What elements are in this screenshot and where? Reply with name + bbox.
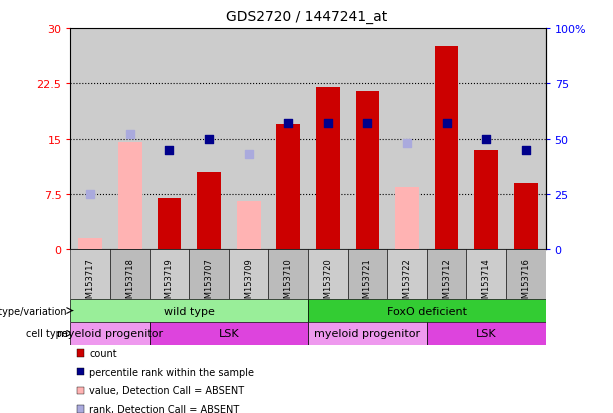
FancyBboxPatch shape bbox=[189, 250, 229, 299]
Bar bbox=[237, 202, 261, 250]
Point bbox=[362, 121, 372, 127]
Text: myeloid progenitor: myeloid progenitor bbox=[314, 328, 421, 339]
FancyBboxPatch shape bbox=[150, 322, 308, 345]
Bar bbox=[276, 125, 300, 250]
Text: LSK: LSK bbox=[219, 328, 239, 339]
Text: percentile rank within the sample: percentile rank within the sample bbox=[89, 367, 254, 377]
Text: count: count bbox=[89, 348, 117, 358]
Point bbox=[204, 136, 214, 143]
Text: GSM153717: GSM153717 bbox=[86, 257, 95, 308]
Text: GSM153720: GSM153720 bbox=[323, 257, 332, 308]
Point bbox=[164, 147, 174, 154]
FancyBboxPatch shape bbox=[387, 250, 427, 299]
FancyBboxPatch shape bbox=[308, 322, 427, 345]
Text: GSM153707: GSM153707 bbox=[205, 257, 213, 308]
Point bbox=[481, 136, 491, 143]
FancyBboxPatch shape bbox=[268, 250, 308, 299]
FancyBboxPatch shape bbox=[70, 250, 110, 299]
Point bbox=[85, 191, 95, 198]
FancyBboxPatch shape bbox=[70, 299, 308, 322]
Bar bbox=[316, 88, 340, 250]
FancyBboxPatch shape bbox=[348, 250, 387, 299]
FancyBboxPatch shape bbox=[308, 299, 546, 322]
Bar bbox=[197, 173, 221, 250]
Bar bbox=[474, 150, 498, 250]
FancyBboxPatch shape bbox=[308, 250, 348, 299]
Text: GDS2720 / 1447241_at: GDS2720 / 1447241_at bbox=[226, 10, 387, 24]
Text: rank, Detection Call = ABSENT: rank, Detection Call = ABSENT bbox=[89, 404, 240, 413]
Text: GSM153716: GSM153716 bbox=[521, 257, 530, 308]
Text: value, Detection Call = ABSENT: value, Detection Call = ABSENT bbox=[89, 385, 245, 395]
Text: GSM153714: GSM153714 bbox=[482, 257, 490, 308]
Text: GSM153710: GSM153710 bbox=[284, 257, 293, 308]
Point bbox=[125, 132, 135, 138]
Point bbox=[244, 152, 254, 158]
Text: wild type: wild type bbox=[164, 306, 215, 316]
Point bbox=[283, 121, 293, 127]
Text: LSK: LSK bbox=[476, 328, 497, 339]
Text: myeloid progenitor: myeloid progenitor bbox=[57, 328, 163, 339]
FancyBboxPatch shape bbox=[70, 322, 150, 345]
FancyBboxPatch shape bbox=[506, 250, 546, 299]
Point bbox=[442, 121, 452, 127]
Text: GSM153718: GSM153718 bbox=[126, 257, 134, 308]
Text: cell type: cell type bbox=[26, 328, 67, 339]
Text: GSM153722: GSM153722 bbox=[403, 257, 411, 308]
Bar bbox=[78, 239, 102, 250]
FancyBboxPatch shape bbox=[229, 250, 268, 299]
FancyBboxPatch shape bbox=[427, 322, 546, 345]
Text: GSM153712: GSM153712 bbox=[442, 257, 451, 308]
Bar bbox=[514, 183, 538, 250]
Text: GSM153721: GSM153721 bbox=[363, 257, 372, 308]
Bar bbox=[435, 47, 459, 250]
Text: FoxO deficient: FoxO deficient bbox=[387, 306, 467, 316]
FancyBboxPatch shape bbox=[110, 250, 150, 299]
Text: GSM153719: GSM153719 bbox=[165, 257, 174, 308]
FancyBboxPatch shape bbox=[150, 250, 189, 299]
Bar bbox=[118, 143, 142, 250]
FancyBboxPatch shape bbox=[466, 250, 506, 299]
Text: genotype/variation: genotype/variation bbox=[0, 306, 67, 316]
Bar bbox=[395, 187, 419, 250]
Point bbox=[323, 121, 333, 127]
Bar bbox=[158, 198, 181, 250]
Text: GSM153709: GSM153709 bbox=[244, 257, 253, 308]
FancyBboxPatch shape bbox=[427, 250, 466, 299]
Point bbox=[402, 140, 412, 147]
Point bbox=[521, 147, 531, 154]
Bar bbox=[356, 92, 379, 250]
